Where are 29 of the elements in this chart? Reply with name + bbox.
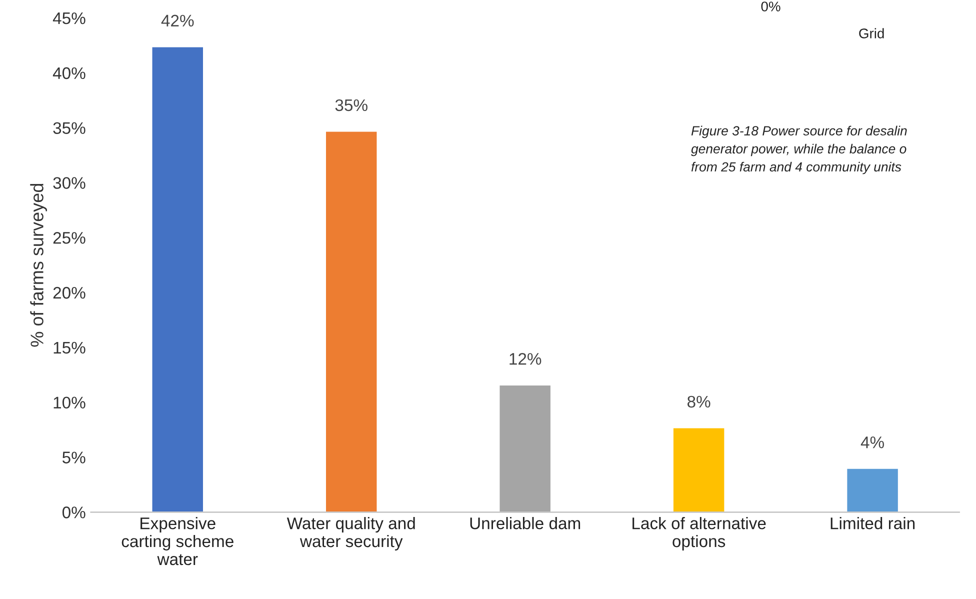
bar	[498, 384, 552, 512]
data-label: 35%	[335, 99, 368, 112]
annotation: Figure 3-18 Power source for desalin generator power, while the balance o from 25 farm and 4 community units	[691, 126, 907, 174]
y-tick-label: 15%	[54, 342, 86, 354]
x-tick-label: Lack of alternative options	[632, 517, 766, 550]
y-tick-label: 30%	[53, 177, 86, 189]
y-tick-label: 40%	[52, 67, 86, 80]
data-label: 12%	[510, 352, 542, 365]
y-tick-label: 0%	[62, 506, 86, 518]
x-tick-label: Limited rain	[830, 517, 915, 530]
y-tick-label: 20%	[53, 286, 86, 299]
y-tick-label: 25%	[53, 232, 86, 244]
bar	[672, 426, 726, 512]
x-tick-label: Water quality and water security	[286, 517, 415, 550]
data-label: 4%	[860, 436, 884, 448]
data-label: 42%	[161, 14, 194, 26]
annotation: Grid	[859, 28, 884, 38]
y-tick-label: 10%	[54, 396, 86, 409]
x-tick-label: Expensive carting scheme water	[122, 517, 234, 566]
bar	[846, 468, 900, 512]
y-tick-label: 45%	[52, 12, 86, 24]
bar	[324, 130, 378, 512]
text: 0%	[761, 2, 780, 12]
y-axis-title: % of farms surveyed	[30, 184, 47, 347]
x-tick-label: Unreliable dam	[470, 517, 580, 530]
y-tick-label: 35%	[53, 122, 86, 134]
bar	[150, 46, 204, 512]
data-label: 8%	[687, 396, 710, 408]
y-tick-label: 5%	[62, 452, 86, 464]
